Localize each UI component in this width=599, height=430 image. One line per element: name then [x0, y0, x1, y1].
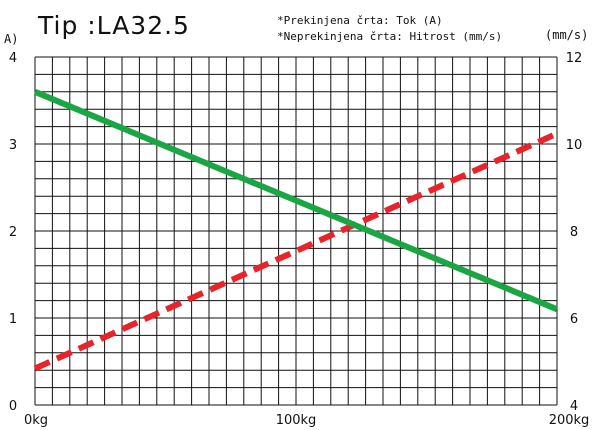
x-axis-tick-label: 0kg [24, 413, 48, 428]
right-axis-tick-label: 4 [570, 399, 578, 414]
right-axis-unit: (mm/s) [545, 28, 588, 42]
chart-title: Tip :LA32.5 [37, 11, 190, 40]
right-axis-tick-label: 8 [570, 225, 578, 240]
series-line-speed [33, 89, 559, 313]
grid [34, 56, 558, 406]
right-axis-tick-label: 6 [570, 312, 578, 327]
x-axis-tick-label: 200kg [549, 413, 590, 428]
left-axis-tick-label: 4 [9, 51, 17, 66]
right-axis-tick-label: 12 [566, 51, 583, 66]
series-layer [33, 89, 559, 372]
left-axis-tick-label: 1 [9, 312, 17, 327]
right-axis-tick-label: 10 [566, 138, 583, 153]
x-axis-tick-label: 100kg [276, 413, 317, 428]
left-axis-tick-label: 0 [9, 399, 17, 414]
left-axis-tick-label: 3 [9, 138, 17, 153]
legend-note-current: *Prekinjena črta: Tok (A) [277, 14, 443, 27]
left-axis-unit: A) [4, 32, 18, 46]
left-axis-tick-label: 2 [9, 225, 17, 240]
legend-note-speed: *Neprekinjena črta: Hitrost (mm/s) [277, 30, 502, 43]
